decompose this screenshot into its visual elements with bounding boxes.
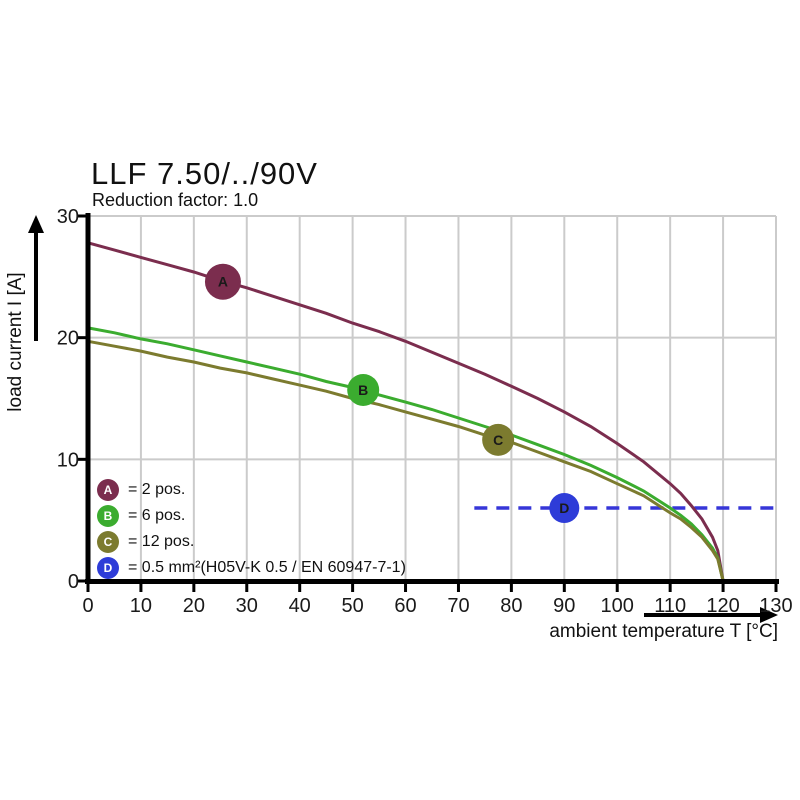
y-tick-label-0: 0 (68, 571, 79, 593)
x-tick-label-60: 60 (394, 595, 416, 617)
x-tick-label-40: 40 (289, 595, 311, 617)
x-tick-label-20: 20 (183, 595, 205, 617)
y-tick-label-30: 30 (57, 206, 79, 228)
legend-item-B: B = 6 pos. (97, 503, 406, 529)
marker-D-letter: D (559, 500, 569, 516)
x-tick-label-0: 0 (82, 595, 93, 617)
x-tick-label-30: 30 (236, 595, 258, 617)
legend-symbol-B: B (97, 505, 119, 527)
x-tick-label-100: 100 (601, 595, 634, 617)
legend-symbol-C: C (97, 531, 119, 553)
legend-label-D: = 0.5 mm²(H05V-K 0.5 / EN 60947-7-1) (128, 559, 406, 576)
legend-item-C: C = 12 pos. (97, 529, 406, 555)
x-tick-label-110: 110 (654, 595, 686, 617)
legend-label-A: = 2 pos. (128, 481, 186, 498)
legend-item-D: D = 0.5 mm²(H05V-K 0.5 / EN 60947-7-1) (97, 555, 406, 581)
legend: A = 2 pos. B = 6 pos. C = 12 pos. D = 0.5 mm²(H… (97, 477, 406, 581)
x-tick-label-80: 80 (500, 595, 522, 617)
marker-D (549, 493, 580, 523)
marker-B-letter: B (358, 382, 368, 398)
chart-title: LLF 7.50/../90V (91, 156, 318, 191)
marker-C (482, 423, 515, 456)
x-tick-label-10: 10 (130, 595, 152, 617)
legend-symbol-D: D (97, 557, 119, 579)
curve-C (87, 339, 725, 582)
x-tick-label-90: 90 (553, 595, 575, 617)
x-tick-label-70: 70 (447, 595, 469, 617)
x-tick-label-50: 50 (341, 595, 363, 617)
y-tick-label-20: 20 (57, 328, 79, 350)
marker-C-letter: C (493, 432, 503, 448)
x-tick-label-130: 130 (759, 595, 792, 617)
legend-label-B: = 6 pos. (128, 507, 186, 524)
legend-item-A: A = 2 pos. (97, 477, 406, 503)
x-axis-arrow-icon (644, 607, 778, 623)
legend-symbol-A: A (97, 479, 119, 501)
marker-A (204, 263, 241, 300)
marker-A-letter: A (218, 274, 228, 290)
x-tick-label-120: 120 (706, 595, 739, 617)
x-axis-label: ambient temperature T [°C] (549, 621, 778, 642)
y-axis-arrow-icon (28, 215, 44, 341)
y-tick-label-10: 10 (57, 449, 79, 471)
legend-label-C: = 12 pos. (128, 533, 195, 550)
marker-B (347, 373, 380, 406)
chart-subtitle: Reduction factor: 1.0 (92, 190, 259, 210)
curve-B (87, 326, 725, 582)
